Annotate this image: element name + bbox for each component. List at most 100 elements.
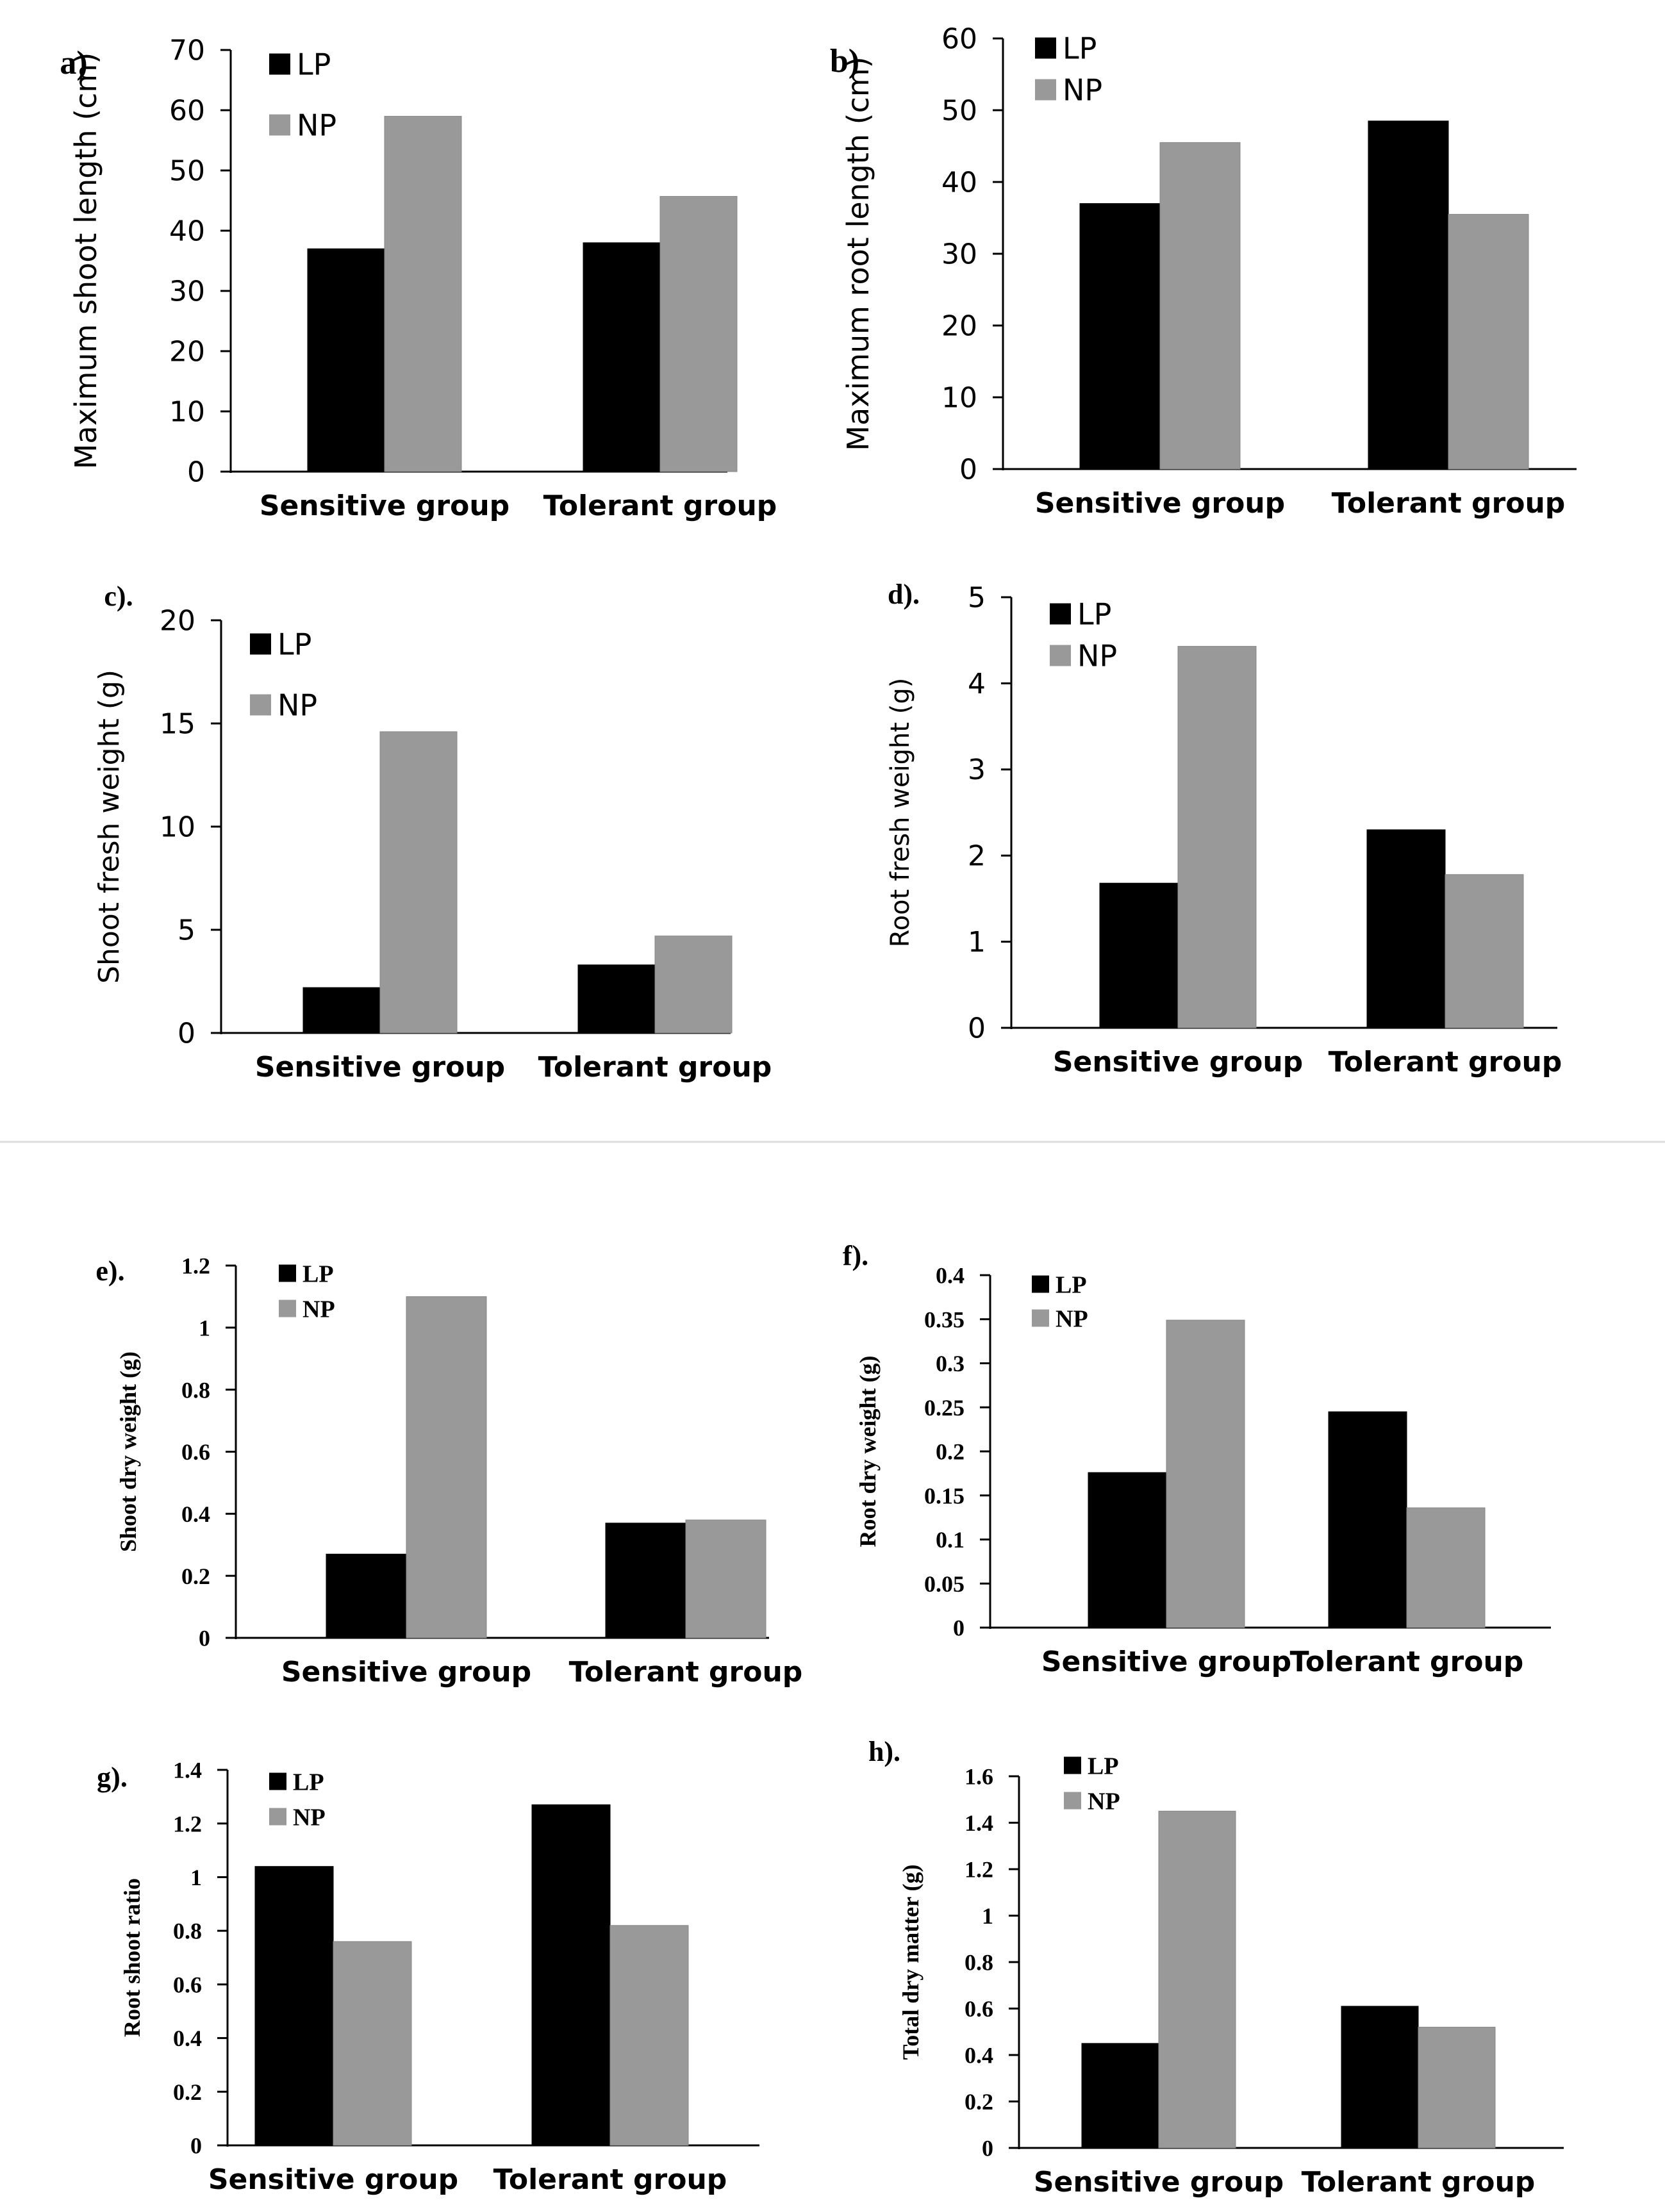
y-tick-label: 60 bbox=[941, 22, 977, 55]
x-tick-label: Tolerant group bbox=[1290, 1646, 1524, 1678]
legend-swatch-lp bbox=[269, 53, 290, 75]
y-tick-label: 0.35 bbox=[924, 1307, 965, 1332]
y-tick-label: 0 bbox=[199, 1626, 210, 1651]
panel-label: g). bbox=[97, 1762, 128, 1793]
x-tick-label: Sensitive group bbox=[1034, 2166, 1284, 2199]
y-tick-label: 0 bbox=[190, 2133, 202, 2159]
y-axis-title: Shoot dry weight (g) bbox=[115, 1351, 141, 1552]
x-tick-label: Sensitive group bbox=[255, 1051, 505, 1084]
x-tick-label: Sensitive group bbox=[1053, 1046, 1303, 1078]
y-tick-label: 0.8 bbox=[965, 1950, 993, 1976]
bar-lp-tolerant bbox=[1366, 829, 1446, 1028]
bar-lp-tolerant bbox=[605, 1523, 686, 1638]
chart-panel-b: 0 10 20 30 40 50 60 Sensitive group Tolerant gro… bbox=[830, 22, 1577, 520]
legend-label-np: NP bbox=[278, 688, 317, 723]
y-tick-label: 60 bbox=[169, 94, 205, 127]
y-tick-label: 20 bbox=[160, 604, 195, 637]
bar-np-sensitive bbox=[1158, 1810, 1236, 2149]
y-tick-label: 1.6 bbox=[965, 1764, 993, 1790]
y-tick-label: 0.8 bbox=[181, 1377, 210, 1403]
y-tick-label: 0.4 bbox=[936, 1263, 965, 1289]
y-tick-label: 0.2 bbox=[181, 1564, 210, 1589]
bar-lp-sensitive bbox=[326, 1553, 407, 1638]
bar-np-tolerant bbox=[1406, 1507, 1486, 1628]
bar-np-sensitive bbox=[1177, 646, 1257, 1028]
y-tick-label: 20 bbox=[169, 335, 205, 368]
legend-swatch-np bbox=[1032, 1309, 1049, 1327]
legend-label-np: NP bbox=[1056, 1306, 1088, 1333]
bar-lp-tolerant bbox=[583, 242, 661, 472]
chart-panel-e: 0 0.2 0.4 0.6 0.8 1 1.2 Sensitive group Tolerant… bbox=[95, 1253, 802, 1688]
legend-swatch-lp bbox=[279, 1264, 296, 1282]
panel-label: a) bbox=[60, 45, 87, 81]
y-tick-label: 50 bbox=[169, 154, 205, 187]
y-axis-title: Maximum root length (cm) bbox=[841, 56, 875, 450]
x-tick-label: Tolerant group bbox=[1329, 1046, 1562, 1078]
y-tick-label: 5 bbox=[178, 914, 195, 946]
chart-panel-a: 0 10 20 30 40 50 60 70 Sensitive group Tolerant g… bbox=[60, 34, 777, 522]
y-tick-label: 1.2 bbox=[965, 1857, 993, 1883]
bar-lp-sensitive bbox=[307, 248, 385, 472]
y-tick-label: 20 bbox=[941, 310, 977, 342]
y-axis-title: Root shoot ratio bbox=[119, 1878, 145, 2037]
bar-lp-sensitive bbox=[1088, 1472, 1167, 1628]
chart-panel-c: 0 5 10 15 20 Sensitive group Tolerant group LP N… bbox=[93, 581, 772, 1084]
y-tick-label: 2 bbox=[968, 840, 986, 873]
chart-panel-g: 0 0.2 0.4 0.6 0.8 1 1.2 1.4 Sensitive group Toler… bbox=[97, 1758, 759, 2196]
legend-label-np: NP bbox=[297, 108, 336, 143]
y-tick-label: 0.2 bbox=[936, 1439, 965, 1465]
y-tick-label: 1 bbox=[968, 926, 986, 959]
legend-label-np: NP bbox=[1077, 639, 1117, 673]
bar-np-tolerant bbox=[1448, 213, 1529, 470]
y-tick-label: 0.25 bbox=[924, 1395, 965, 1421]
legend-label-lp: LP bbox=[297, 47, 331, 82]
legend-label-np: NP bbox=[1088, 1788, 1120, 1815]
y-tick-label: 0.2 bbox=[965, 2089, 993, 2115]
y-tick-label: 0.6 bbox=[181, 1439, 210, 1465]
y-tick-label: 0 bbox=[953, 1615, 965, 1641]
legend-label-lp: LP bbox=[293, 1769, 324, 1796]
y-tick-label: 5 bbox=[968, 581, 986, 614]
bar-np-sensitive bbox=[1166, 1319, 1245, 1628]
legend-swatch-lp bbox=[1064, 1756, 1081, 1774]
bar-lp-tolerant bbox=[1368, 120, 1449, 470]
y-tick-label: 0 bbox=[959, 453, 977, 486]
y-tick-label: 1 bbox=[982, 1903, 993, 1929]
y-tick-label: 10 bbox=[160, 811, 195, 843]
bar-lp-tolerant bbox=[531, 1804, 611, 2146]
legend-swatch-lp bbox=[1050, 603, 1071, 625]
x-tick-label: Tolerant group bbox=[1332, 487, 1566, 520]
x-tick-label: Sensitive group bbox=[260, 490, 509, 522]
y-tick-label: 10 bbox=[941, 381, 977, 414]
y-tick-label: 0.1 bbox=[936, 1527, 965, 1553]
y-tick-label: 0 bbox=[968, 1012, 986, 1044]
y-tick-label: 10 bbox=[169, 395, 205, 428]
y-tick-label: 0.4 bbox=[173, 2026, 202, 2051]
y-tick-label: 0.6 bbox=[173, 1972, 202, 1997]
bar-np-sensitive bbox=[333, 1941, 412, 2146]
panel-label: e). bbox=[95, 1255, 124, 1287]
y-tick-label: 1 bbox=[199, 1315, 210, 1341]
y-tick-label: 1.4 bbox=[965, 1810, 993, 1836]
legend-label-np: NP bbox=[1063, 73, 1102, 108]
y-tick-label: 0.2 bbox=[173, 2079, 202, 2105]
y-tick-label: 1.4 bbox=[173, 1758, 202, 1783]
y-tick-label: 30 bbox=[941, 238, 977, 270]
bar-lp-tolerant bbox=[577, 964, 656, 1034]
legend-label-lp: LP bbox=[1088, 1753, 1119, 1780]
chart-panel-h: 0 0.2 0.4 0.6 0.8 1 1.2 1.4 1.6 Sensitive group To… bbox=[868, 1736, 1564, 2199]
legend-swatch-np bbox=[1050, 645, 1071, 666]
y-tick-label: 0.3 bbox=[936, 1351, 965, 1376]
y-tick-label: 15 bbox=[160, 707, 195, 740]
legend-label-lp: LP bbox=[1056, 1272, 1087, 1299]
y-tick-label: 1.2 bbox=[173, 1811, 202, 1836]
bar-lp-sensitive bbox=[1099, 882, 1179, 1028]
bar-np-tolerant bbox=[659, 195, 738, 472]
bar-lp-sensitive bbox=[254, 1866, 334, 2146]
y-tick-label: 50 bbox=[941, 94, 977, 127]
y-tick-label: 0 bbox=[187, 456, 205, 488]
bar-np-sensitive bbox=[379, 731, 458, 1034]
bar-np-tolerant bbox=[1445, 874, 1524, 1028]
y-tick-label: 0.15 bbox=[924, 1483, 965, 1508]
